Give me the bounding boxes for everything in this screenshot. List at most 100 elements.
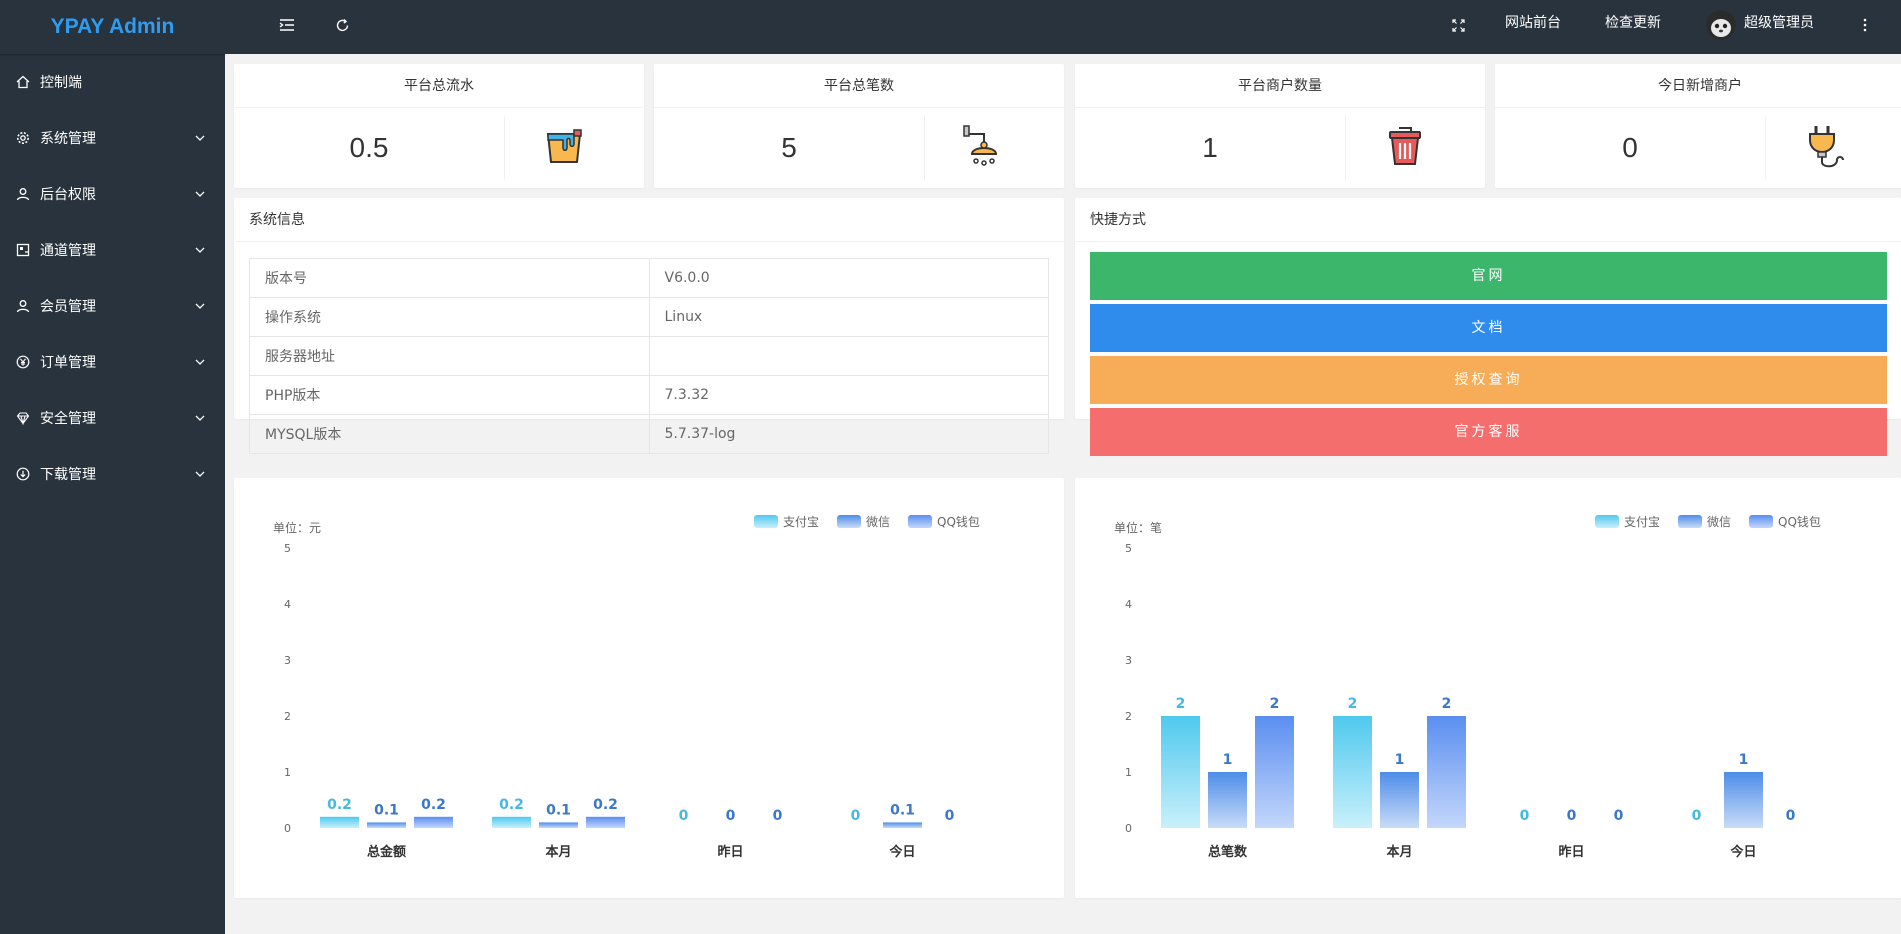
y-tick-label: 1 xyxy=(1125,766,1132,779)
sidebar-item-admin-permissions[interactable]: 后台权限 xyxy=(0,166,225,222)
bar[interactable] xyxy=(320,816,359,828)
bar[interactable] xyxy=(1380,772,1419,828)
menu-toggle-button[interactable] xyxy=(272,12,302,42)
legend-swatch[interactable] xyxy=(754,515,778,528)
bar-value-label: 0 xyxy=(1614,808,1624,824)
stat-card-total-count: 平台总笔数 5 xyxy=(654,64,1064,188)
bar-value-label: 1 xyxy=(1395,752,1405,768)
bar[interactable] xyxy=(883,822,922,828)
legend-label[interactable]: QQ钱包 xyxy=(1778,514,1821,529)
sidebar-item-label: 通道管理 xyxy=(40,243,96,259)
bar[interactable] xyxy=(586,816,625,828)
stat-title: 平台商户数量 xyxy=(1075,64,1485,108)
y-tick-label: 4 xyxy=(1125,598,1132,611)
sidebar-item-orders[interactable]: 订单管理 xyxy=(0,334,225,390)
legend-label[interactable]: 微信 xyxy=(1707,515,1731,529)
official-site-button[interactable]: 官网 xyxy=(1090,252,1887,300)
check-update-link[interactable]: 检查更新 xyxy=(1605,15,1661,31)
channel-icon xyxy=(16,243,30,257)
menu-fold-icon xyxy=(279,18,295,36)
x-category-label: 本月 xyxy=(545,844,571,860)
bar[interactable] xyxy=(539,822,578,828)
stat-card-total-flow: 平台总流水 0.5 xyxy=(234,64,644,188)
legend-label[interactable]: 支付宝 xyxy=(1624,515,1660,529)
legend-swatch[interactable] xyxy=(1749,515,1773,528)
sidebar-item-members[interactable]: 会员管理 xyxy=(0,278,225,334)
chevron-down-icon xyxy=(193,411,207,425)
topbar: 网站前台 检查更新 超级管理员 xyxy=(225,0,1901,54)
bar-value-label: 0.2 xyxy=(327,797,352,813)
bar[interactable] xyxy=(1161,716,1200,828)
sidebar-item-label: 控制端 xyxy=(40,75,82,91)
plug-icon xyxy=(1801,122,1849,170)
more-options-button[interactable] xyxy=(1850,12,1880,42)
bar-value-label: 0.1 xyxy=(890,802,915,818)
bar[interactable] xyxy=(414,816,453,828)
table-row: 服务器地址 xyxy=(249,336,1049,376)
chevron-down-icon xyxy=(193,131,207,145)
legend-label[interactable]: 支付宝 xyxy=(783,515,819,529)
bar-value-label: 0.2 xyxy=(593,797,618,813)
bar-value-label: 0 xyxy=(726,808,736,824)
stat-value: 5 xyxy=(781,132,797,163)
sidebar-item-system[interactable]: 系统管理 xyxy=(0,110,225,166)
stat-title: 今日新增商户 xyxy=(1495,64,1901,108)
legend-swatch[interactable] xyxy=(837,515,861,528)
bar-value-label: 0.2 xyxy=(421,797,446,813)
gear-icon xyxy=(16,131,30,145)
info-value: 5.7.37-log xyxy=(648,414,1049,454)
bar-value-label: 0 xyxy=(679,808,689,824)
bar-value-label: 2 xyxy=(1176,696,1186,712)
y-tick-label: 5 xyxy=(284,542,291,555)
bar[interactable] xyxy=(1724,772,1763,828)
info-label: 操作系统 xyxy=(249,297,650,337)
count-bar-chart: 单位：笔 0 1 2 3 4 5 支付宝 微信 QQ钱包 2 1 2 总笔数 2 1 2 本月 0 0 0 昨日 0 1 0 今日 xyxy=(1114,514,1821,860)
bar[interactable] xyxy=(1208,772,1247,828)
legend-swatch[interactable] xyxy=(1595,515,1619,528)
y-tick-label: 0 xyxy=(1125,822,1132,835)
yen-icon xyxy=(16,355,30,369)
bar[interactable] xyxy=(1333,716,1372,828)
stat-divider xyxy=(924,116,925,180)
sidebar-item-dashboard[interactable]: 控制端 xyxy=(0,54,225,110)
legend-swatch[interactable] xyxy=(1678,515,1702,528)
y-tick-label: 2 xyxy=(1125,710,1132,723)
stat-divider xyxy=(504,116,505,180)
system-info-table: 版本号 V6.0.0 操作系统 Linux 服务器地址 PHP版本 7.3.32… xyxy=(249,258,1049,454)
bar[interactable] xyxy=(1255,716,1294,828)
bar-value-label: 0.1 xyxy=(374,802,399,818)
info-value: Linux xyxy=(648,297,1049,337)
bar-value-label: 0 xyxy=(945,808,955,824)
paint-bucket-icon xyxy=(540,122,588,170)
bar[interactable] xyxy=(367,822,406,828)
sidebar-item-channels[interactable]: 通道管理 xyxy=(0,222,225,278)
chevron-down-icon xyxy=(193,467,207,481)
table-row: MYSQL版本 5.7.37-log xyxy=(249,414,1049,454)
bar-value-label: 0 xyxy=(1786,808,1796,824)
username-menu[interactable]: 超级管理员 xyxy=(1744,15,1814,31)
bar[interactable] xyxy=(1427,716,1466,828)
legend-swatch[interactable] xyxy=(908,515,932,528)
info-value: 7.3.32 xyxy=(648,375,1049,415)
bar-value-label: 2 xyxy=(1348,696,1358,712)
chevron-down-icon xyxy=(193,243,207,257)
docs-button[interactable]: 文档 xyxy=(1090,304,1887,352)
app-logo[interactable]: YPAY Admin xyxy=(0,0,225,54)
bar-value-label: 1 xyxy=(1223,752,1233,768)
amount-chart-panel: 单位：元 0 1 2 3 4 5 支付宝 微信 QQ钱包 0.2 0.1 0.2 总金额 0.2 0.1 0.2… xyxy=(234,478,1064,898)
bar[interactable] xyxy=(492,816,531,828)
site-front-link[interactable]: 网站前台 xyxy=(1505,15,1561,31)
official-support-button[interactable]: 官方客服 xyxy=(1090,408,1887,456)
legend-label[interactable]: QQ钱包 xyxy=(937,514,980,529)
sidebar-item-security[interactable]: 安全管理 xyxy=(0,390,225,446)
sidebar-item-downloads[interactable]: 下载管理 xyxy=(0,446,225,502)
y-tick-label: 2 xyxy=(284,710,291,723)
avatar[interactable] xyxy=(1706,10,1736,40)
info-value: V6.0.0 xyxy=(648,258,1049,298)
legend-label[interactable]: 微信 xyxy=(866,515,890,529)
license-query-button[interactable]: 授权查询 xyxy=(1090,356,1887,404)
fullscreen-button[interactable] xyxy=(1443,12,1473,42)
refresh-button[interactable] xyxy=(327,12,357,42)
info-value xyxy=(648,336,1049,376)
more-vertical-icon xyxy=(1863,18,1867,36)
